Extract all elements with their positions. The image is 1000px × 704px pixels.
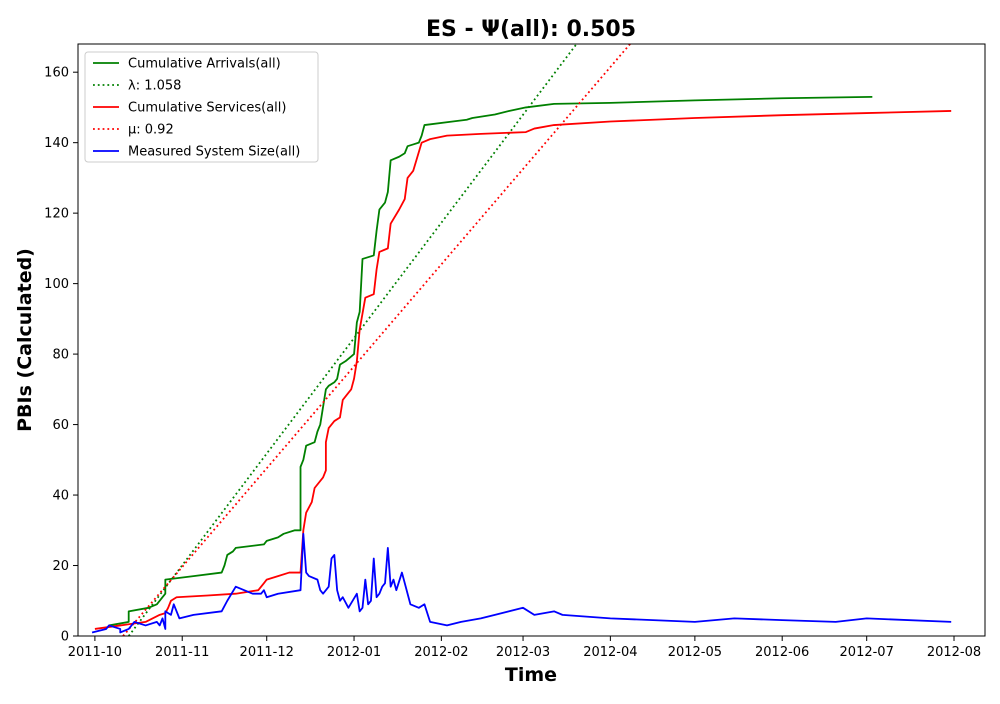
- axes-layer: 2011-10 2011-11 2011-12 2012-01 2012-02 2012-…: [44, 43, 986, 660]
- y-tick-label: 80: [52, 348, 69, 363]
- series-line-3: [122, 44, 631, 636]
- x-tick-label: 2012-03: [496, 645, 550, 660]
- legend-label-1: λ: 1.058: [128, 79, 181, 94]
- y-tick-label: 160: [44, 66, 69, 81]
- y-tick-label: 120: [44, 207, 69, 222]
- x-tick-label: 2011-10: [68, 645, 122, 660]
- series-line-4: [91, 532, 952, 634]
- x-tick-label: 2012-01: [327, 645, 381, 660]
- series-layer: [91, 44, 952, 636]
- x-tick-label: 2012-05: [668, 645, 722, 660]
- plot-frame: [77, 43, 986, 637]
- y-tick-label: 140: [44, 136, 69, 151]
- x-tick-label: 2011-11: [155, 645, 209, 660]
- x-tick-label: 2012-02: [414, 645, 468, 660]
- x-axis-label: Time: [505, 664, 557, 686]
- y-tick-label: 100: [44, 277, 69, 292]
- y-axis-label: PBIs (Calculated): [14, 248, 36, 432]
- legend: Cumulative Arrivals(all) λ: 1.058 Cumulati…: [84, 51, 319, 163]
- chart-title: ES - Ψ(all): 0.505: [426, 17, 636, 42]
- x-tick-label: 2012-08: [927, 645, 981, 660]
- x-tick-label: 2012-07: [840, 645, 894, 660]
- series-line-0: [108, 95, 873, 627]
- x-tick-label: 2012-04: [583, 645, 637, 660]
- legend-label-2: Cumulative Services(all): [128, 101, 286, 116]
- y-tick-label: 40: [52, 489, 69, 504]
- y-tick-label: 60: [52, 418, 69, 433]
- series-line-2: [94, 110, 952, 630]
- legend-label-0: Cumulative Arrivals(all): [128, 57, 281, 72]
- y-tick-label: 20: [52, 559, 69, 574]
- series-line-1: [127, 44, 578, 636]
- legend-box: [84, 51, 319, 163]
- y-tick-label: 0: [61, 630, 69, 645]
- x-tick-label: 2012-06: [755, 645, 809, 660]
- legend-label-4: Measured System Size(all): [128, 145, 300, 160]
- x-tick-label: 2011-12: [240, 645, 294, 660]
- legend-label-3: μ: 0.92: [128, 123, 174, 138]
